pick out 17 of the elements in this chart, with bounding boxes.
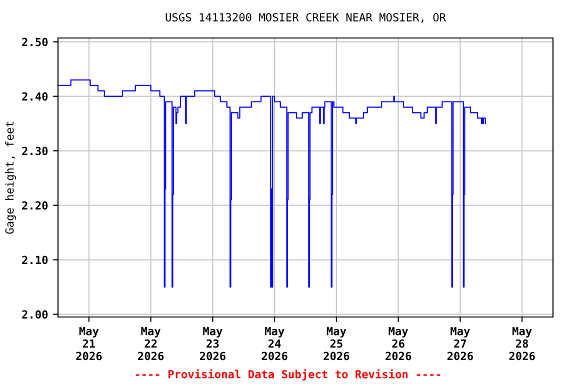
x-tick-label: May 25 2026 (324, 327, 350, 360)
y-tick-label: 2.50 (22, 38, 48, 46)
y-tick-label: 2.20 (22, 201, 48, 210)
y-tick-label: 2.40 (22, 92, 48, 101)
y-axis-title: Gage height, feet (5, 122, 16, 234)
x-tick-label: May 23 2026 (200, 327, 226, 360)
x-tick-label: May 24 2026 (262, 327, 288, 360)
y-tick-label: 2.00 (22, 310, 48, 319)
text: ---- Provisional Data Subject to Revision ---- (136, 369, 440, 381)
x-tick-label: May 21 2026 (76, 327, 102, 360)
x-tick-label: May 22 2026 (138, 327, 164, 360)
x-tick-label: May 26 2026 (386, 327, 412, 360)
x-tick-label: May 28 2026 (509, 327, 535, 360)
x-tick-label: May 27 2026 (447, 327, 473, 360)
y-tick-label: 2.30 (22, 146, 48, 156)
y-tick-label: 2.10 (22, 256, 48, 264)
chart-title: USGS 14113200 MOSIER CREEK NEAR MOSIER, OR (166, 13, 446, 23)
